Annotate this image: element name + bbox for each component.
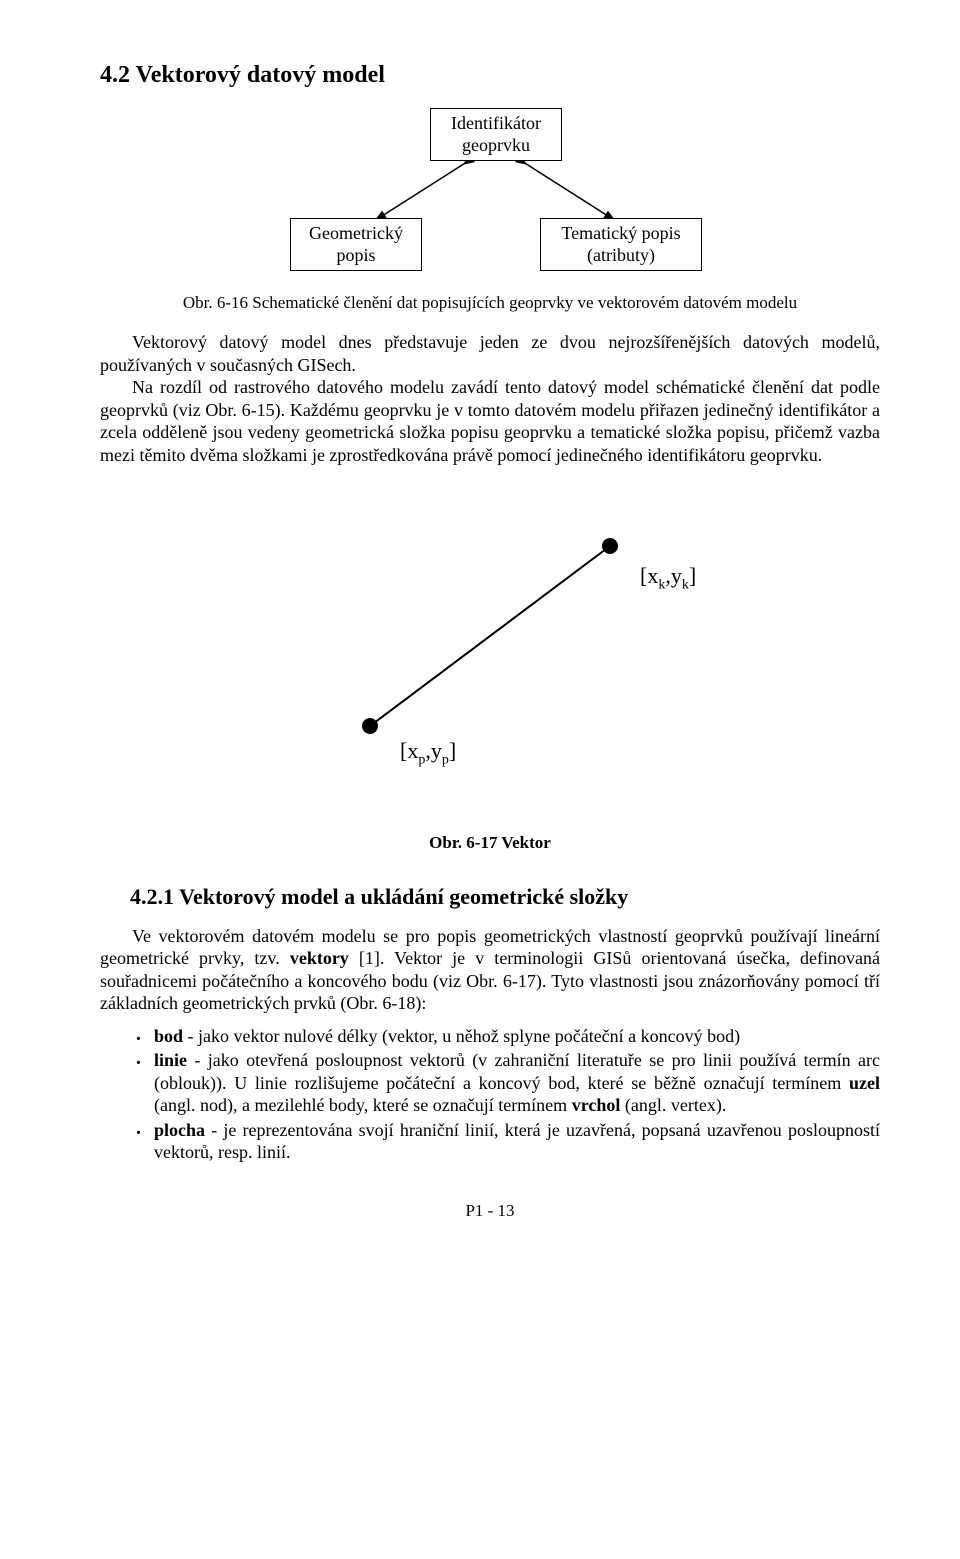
box-tematicky: Tematický popis (atributy) — [540, 218, 702, 271]
bullet-1-text: - jako otevřená posloupnost vektorů (v z… — [154, 1050, 880, 1093]
figure-6-17: [xk,yk] [xp,yp] — [260, 516, 720, 782]
vector-svg — [260, 516, 720, 776]
coord-xk-mid: ,y — [665, 563, 682, 588]
box-identifikator: Identifikátor geoprvku — [430, 108, 562, 161]
coord-xp-sub2: p — [442, 752, 449, 767]
bullet-0-text: - jako vektor nulové délky (vektor, u ně… — [183, 1026, 740, 1046]
coord-xk-sub2: k — [682, 577, 689, 592]
bullet-2-text: - je reprezentována svojí hraniční linií… — [154, 1120, 880, 1163]
coord-xk-rb: ] — [689, 563, 696, 588]
vector-line — [370, 546, 610, 726]
caption-6-16: Obr. 6-16 Schematické členění dat popisu… — [100, 292, 880, 313]
subsection-heading: 4.2.1 Vektorový model a ukládání geometr… — [130, 883, 880, 911]
caption-6-17: Obr. 6-17 Vektor — [100, 832, 880, 853]
bullet-1-text2: (angl. nod), a mezilehlé body, které se … — [154, 1095, 572, 1115]
diagram-6-16: Identifikátor geoprvku Geometrický popis… — [240, 108, 740, 278]
box-geometricky: Geometrický popis — [290, 218, 422, 271]
bullet-2-bold: plocha — [154, 1120, 205, 1140]
list-item: linie - jako otevřená posloupnost vektor… — [136, 1049, 880, 1117]
para-1: Vektorový datový model dnes představuje … — [100, 331, 880, 376]
para-2: Na rozdíl od rastrového datového modelu … — [100, 376, 880, 466]
para-3: Ve vektorovém datovém modelu se pro popi… — [100, 925, 880, 1015]
coord-xp-lb: [x — [400, 738, 418, 763]
section-heading: 4.2 Vektorový datový model — [100, 60, 880, 90]
vector-start-dot — [362, 718, 378, 734]
bullet-1-bold: linie — [154, 1050, 187, 1070]
arrow-left — [382, 160, 470, 216]
bullet-1-bold3: vrchol — [572, 1095, 621, 1115]
bullet-1-text3: (angl. vertex). — [620, 1095, 726, 1115]
coord-xp: [xp,yp] — [400, 737, 456, 769]
vector-end-dot — [602, 538, 618, 554]
bullet-0-bold: bod — [154, 1026, 183, 1046]
bullet-1-bold2: uzel — [849, 1073, 880, 1093]
bullet-list: bod - jako vektor nulové délky (vektor, … — [100, 1025, 880, 1164]
coord-xp-rb: ] — [449, 738, 456, 763]
list-item: bod - jako vektor nulové délky (vektor, … — [136, 1025, 880, 1048]
page-footer: P1 - 13 — [100, 1200, 880, 1221]
coord-xk-lb: [x — [640, 563, 658, 588]
arrow-right — [520, 160, 608, 216]
para3-bold: vektory — [290, 948, 349, 968]
list-item: plocha - je reprezentována svojí hraničn… — [136, 1119, 880, 1164]
coord-xk: [xk,yk] — [640, 562, 696, 594]
coord-xp-mid: ,y — [425, 738, 442, 763]
